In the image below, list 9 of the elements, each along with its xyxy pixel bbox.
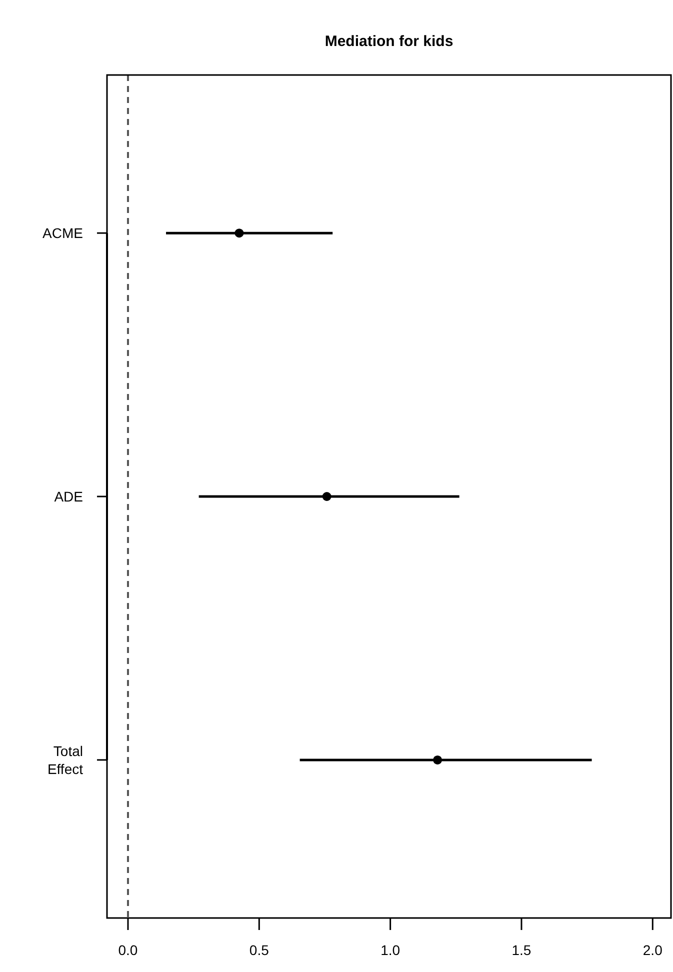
x-tick-label: 0.0 [118,942,138,958]
y-tick-label: Total Effect [47,742,84,777]
x-tick-label: 0.5 [249,942,270,958]
y-tick-label: ACME [42,225,83,242]
chart-title: Mediation for kids [324,33,454,50]
y-tick-label: ADE [54,488,83,504]
x-tick-label: 1.0 [380,942,400,958]
x-tick-label: 1.5 [512,942,532,958]
x-tick-label: 2.0 [642,942,663,958]
